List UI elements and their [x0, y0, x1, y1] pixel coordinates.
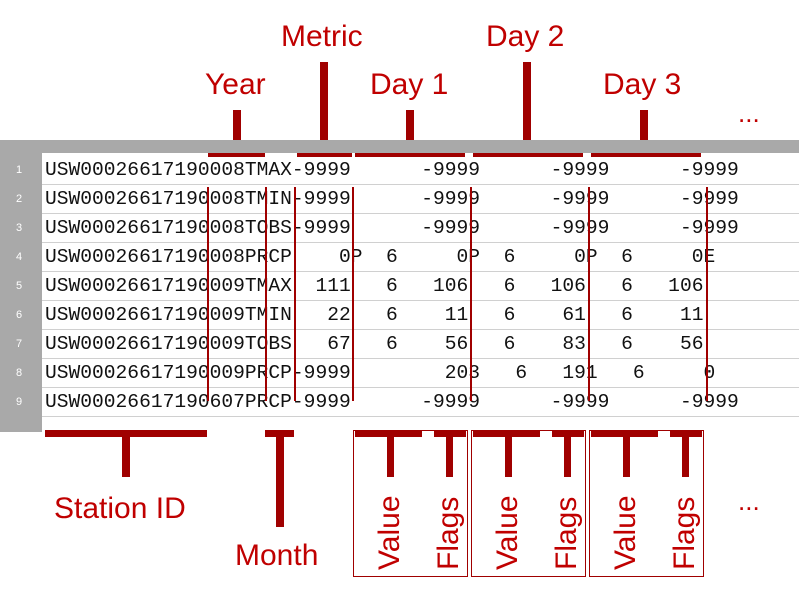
day1-value-stem [387, 437, 394, 477]
field-separator [294, 187, 296, 401]
day1-stem [406, 110, 414, 150]
row-text: USW00026617190008TOBS-9999 -9999 -9999 -… [45, 217, 739, 239]
field-separator [588, 187, 590, 401]
row-text: USW00026617190009TMAX 111 6 106 6 106 6 … [45, 275, 704, 297]
month-bracket [265, 430, 294, 437]
label-day2: Day 2 [486, 20, 565, 53]
station-id-bracket [45, 430, 207, 437]
day2-fields-box [471, 430, 586, 577]
table-row [42, 359, 799, 388]
metric-bracket [297, 150, 352, 157]
label-day2-value: Value [491, 495, 524, 570]
row-number: 4 [16, 251, 23, 263]
table-row [42, 156, 799, 185]
field-separator [207, 187, 209, 401]
row-text: USW00026617190009TMIN 22 6 11 6 61 6 11 [45, 304, 704, 326]
row-number: 7 [16, 338, 23, 350]
day1-value-bracket [355, 430, 422, 437]
label-day3-value: Value [609, 495, 642, 570]
field-separator [706, 187, 708, 401]
station-id-stem [122, 437, 130, 477]
ellipsis-top: ... [738, 98, 760, 128]
field-separator [470, 187, 472, 401]
day3-value-stem [623, 437, 630, 477]
field-separator [352, 187, 354, 401]
table-row [42, 243, 799, 272]
day2-flags-bracket [552, 430, 584, 437]
day2-bracket [473, 150, 583, 157]
table-row [42, 272, 799, 301]
row-number: 3 [16, 222, 23, 234]
day3-flags-bracket [670, 430, 702, 437]
table-row [42, 388, 799, 417]
label-metric: Metric [281, 20, 363, 53]
row-text: USW00026617190008TMIN-9999 -9999 -9999 -… [45, 188, 739, 210]
row-text: USW00026617190008PRCP 0P 6 0P 6 0P 6 0E [45, 246, 716, 268]
row-number-gutter [0, 140, 42, 432]
table-row [42, 185, 799, 214]
row-number: 5 [16, 280, 23, 292]
table-header-bar [0, 140, 799, 153]
field-separator [265, 187, 267, 401]
day1-flags-stem [446, 437, 453, 477]
ellipsis-bottom: ... [738, 486, 760, 516]
label-day1-flags: Flags [432, 496, 465, 570]
label-year: Year [205, 68, 266, 101]
day2-value-bracket [473, 430, 540, 437]
row-text: USW00026617190009PRCP-9999 203 6 191 6 0 [45, 362, 716, 384]
label-day3-flags: Flags [668, 496, 701, 570]
row-number: 1 [16, 164, 23, 176]
label-day2-flags: Flags [550, 496, 583, 570]
day3-bracket [591, 150, 701, 157]
day1-fields-box [353, 430, 468, 577]
day3-fields-box [589, 430, 704, 577]
label-month: Month [235, 539, 319, 572]
year-stem [233, 110, 241, 150]
label-station-id: Station ID [54, 492, 186, 525]
day3-stem [640, 110, 648, 150]
day2-value-stem [505, 437, 512, 477]
table-row [42, 301, 799, 330]
table-row [42, 214, 799, 243]
year-bracket [208, 150, 265, 157]
day3-flags-stem [682, 437, 689, 477]
row-text: USW00026617190008TMAX-9999 -9999 -9999 -… [45, 159, 739, 181]
day2-flags-stem [564, 437, 571, 477]
row-text: USW00026617190607PRCP-9999 -9999 -9999 -… [45, 391, 739, 413]
day3-value-bracket [591, 430, 658, 437]
row-number: 6 [16, 309, 23, 321]
day1-bracket [355, 150, 465, 157]
metric-stem [320, 62, 328, 150]
table-row [42, 330, 799, 359]
day2-stem [523, 62, 531, 150]
row-number: 8 [16, 367, 23, 379]
row-number: 9 [16, 396, 23, 408]
day1-flags-bracket [434, 430, 466, 437]
label-day3: Day 3 [603, 68, 682, 101]
label-day1: Day 1 [370, 68, 449, 101]
row-number: 2 [16, 193, 23, 205]
month-stem [276, 437, 284, 527]
row-text: USW00026617190009TOBS 67 6 56 6 83 6 56 [45, 333, 704, 355]
label-day1-value: Value [373, 495, 406, 570]
